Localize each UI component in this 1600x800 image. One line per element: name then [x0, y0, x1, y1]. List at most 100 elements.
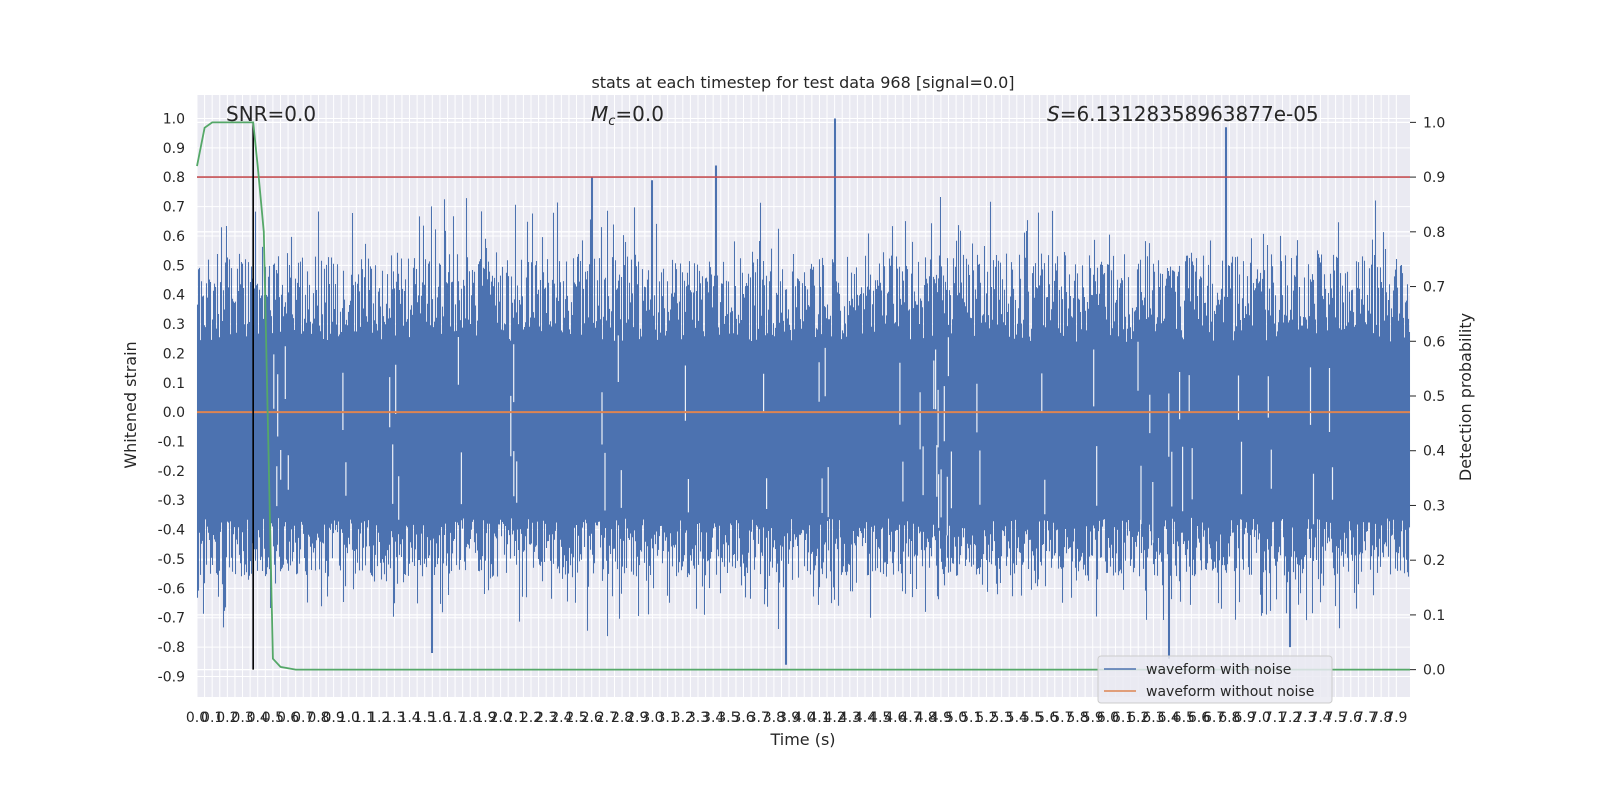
x-tick-label: 0.3 — [231, 710, 253, 726]
x-tick-label: 4.0 — [793, 710, 815, 726]
x-ticks: 0.00.10.20.30.40.50.60.70.80.91.01.11.21… — [186, 710, 1408, 726]
right-y-tick-label: 0.8 — [1423, 225, 1445, 241]
x-tick-label: 3.2 — [672, 710, 694, 726]
left-y-tick-label: 0.8 — [163, 170, 185, 186]
x-tick-label: 6.2 — [1127, 710, 1149, 726]
reference-lines — [197, 122, 1410, 670]
x-tick-label: 3.3 — [687, 710, 709, 726]
x-tick-label: 6.0 — [1097, 710, 1119, 726]
x-tick-label: 7.2 — [1279, 710, 1301, 726]
x-tick-label: 6.6 — [1188, 710, 1210, 726]
s-annotation: S=6.13128358963877e-05 — [1047, 102, 1319, 126]
right-y-tick-label: 0.3 — [1423, 498, 1445, 514]
x-tick-label: 7.6 — [1340, 710, 1362, 726]
left-y-ticks: -0.9 -0.8 -0.7 -0.6 -0.5 -0.4 -0.3 -0.2 -0.1 0.0 0… — [158, 111, 185, 685]
x-tick-label: 3.0 — [641, 710, 663, 726]
left-y-tick-label: 0.2 — [163, 346, 185, 362]
x-tick-label: 0.1 — [201, 710, 223, 726]
x-tick-label: 5.5 — [1021, 710, 1043, 726]
x-tick-label: 0.0 — [186, 710, 208, 726]
left-y-tick-label: -0.4 — [158, 523, 185, 539]
x-tick-label: 1.7 — [444, 710, 466, 726]
x-tick-label: 1.3 — [383, 710, 405, 726]
chirp-mass-value: =0.0 — [615, 102, 664, 126]
left-y-tick-label: 0.9 — [163, 141, 185, 157]
x-tick-label: 6.9 — [1233, 710, 1255, 726]
detection-probability-series — [196, 121, 1410, 671]
x-tick-label: 7.3 — [1294, 710, 1316, 726]
x-tick-label: 4.7 — [899, 710, 921, 726]
x-tick-label: 0.8 — [307, 710, 329, 726]
x-axis-label: Time (s) — [769, 730, 835, 749]
left-y-tick-label: 0.5 — [163, 258, 185, 274]
x-tick-label: 6.4 — [1157, 710, 1179, 726]
x-tick-label: 4.2 — [823, 710, 845, 726]
x-tick-label: 2.8 — [611, 710, 633, 726]
x-tick-label: 1.5 — [414, 710, 436, 726]
x-tick-label: 4.3 — [839, 710, 861, 726]
left-y-tick-label: 1.0 — [163, 111, 185, 127]
left-y-tick-label: -0.3 — [158, 493, 185, 509]
x-tick-label: 5.0 — [945, 710, 967, 726]
x-tick-label: 6.7 — [1203, 710, 1225, 726]
x-tick-label: 6.1 — [1112, 710, 1134, 726]
x-tick-label: 1.8 — [459, 710, 481, 726]
x-tick-label: 4.6 — [884, 710, 906, 726]
x-tick-label: 2.5 — [565, 710, 587, 726]
x-tick-label: 5.7 — [1051, 710, 1073, 726]
left-y-tick-label: -0.6 — [158, 581, 185, 597]
x-tick-label: 3.4 — [702, 710, 724, 726]
noise-waveform-path — [196, 118, 1411, 665]
x-tick-label: 0.4 — [247, 710, 269, 726]
x-tick-label: 4.8 — [915, 710, 937, 726]
s-symbol: S — [1047, 102, 1060, 126]
left-y-tick-label: 0.7 — [163, 200, 185, 216]
chirp-mass-annotation: Mc=0.0 — [591, 102, 664, 129]
x-tick-label: 7.5 — [1324, 710, 1346, 726]
x-tick-label: 7.0 — [1249, 710, 1271, 726]
legend-box — [1097, 655, 1333, 704]
right-y-tick-label: 0.4 — [1423, 444, 1445, 460]
x-tick-label: 5.4 — [1006, 710, 1028, 726]
right-y-tick-label: 0.1 — [1423, 608, 1445, 624]
right-y-axis-label: Detection probability — [1456, 313, 1475, 481]
x-tick-label: 1.0 — [338, 710, 360, 726]
x-tick-label: 7.1 — [1264, 710, 1286, 726]
left-y-tick-label: -0.5 — [158, 552, 185, 568]
right-y-tick-label: 0.6 — [1423, 334, 1445, 350]
x-tick-label: 7.4 — [1309, 710, 1331, 726]
right-y-tick-label: 1.0 — [1423, 115, 1445, 131]
left-y-tick-label: 0.4 — [163, 288, 185, 304]
x-tick-label: 3.7 — [748, 710, 770, 726]
left-y-tick-label: -0.7 — [158, 611, 185, 627]
x-tick-label: 5.8 — [1066, 710, 1088, 726]
legend-label-noise: waveform with noise — [1146, 662, 1291, 678]
x-tick-label: 0.9 — [323, 710, 345, 726]
x-tick-label: 4.9 — [930, 710, 952, 726]
left-y-tick-label: 0.0 — [163, 405, 185, 421]
x-tick-label: 4.4 — [854, 710, 876, 726]
x-tick-label: 1.6 — [429, 710, 451, 726]
left-y-tick-label: -0.1 — [158, 435, 185, 451]
x-tick-label: 2.9 — [626, 710, 648, 726]
right-y-tick-label: 0.0 — [1423, 663, 1445, 679]
left-y-tick-label: 0.6 — [163, 229, 185, 245]
x-tick-label: 2.2 — [520, 710, 542, 726]
right-y-ticks: 0.0 0.1 0.2 0.3 0.4 0.5 0.6 0.7 0.8 0.9 1.0 — [1410, 115, 1445, 679]
x-tick-label: 2.7 — [596, 710, 618, 726]
noise-gap-path — [273, 335, 1334, 543]
x-tick-label: 3.9 — [778, 710, 800, 726]
x-tick-label: 2.3 — [535, 710, 557, 726]
left-y-tick-label: -0.8 — [158, 640, 185, 656]
s-value: =6.13128358963877e-05 — [1060, 102, 1319, 126]
left-y-axis-label: Whitened strain — [121, 341, 140, 468]
chirp-mass-symbol: M — [591, 102, 608, 126]
left-y-tick-label: -0.9 — [158, 669, 185, 685]
right-y-tick-label: 0.7 — [1423, 280, 1445, 296]
x-tick-label: 7.7 — [1355, 710, 1377, 726]
x-tick-label: 0.5 — [262, 710, 284, 726]
x-tick-label: 3.1 — [656, 710, 678, 726]
left-y-tick-label: 0.1 — [163, 376, 185, 392]
x-tick-label: 3.5 — [717, 710, 739, 726]
